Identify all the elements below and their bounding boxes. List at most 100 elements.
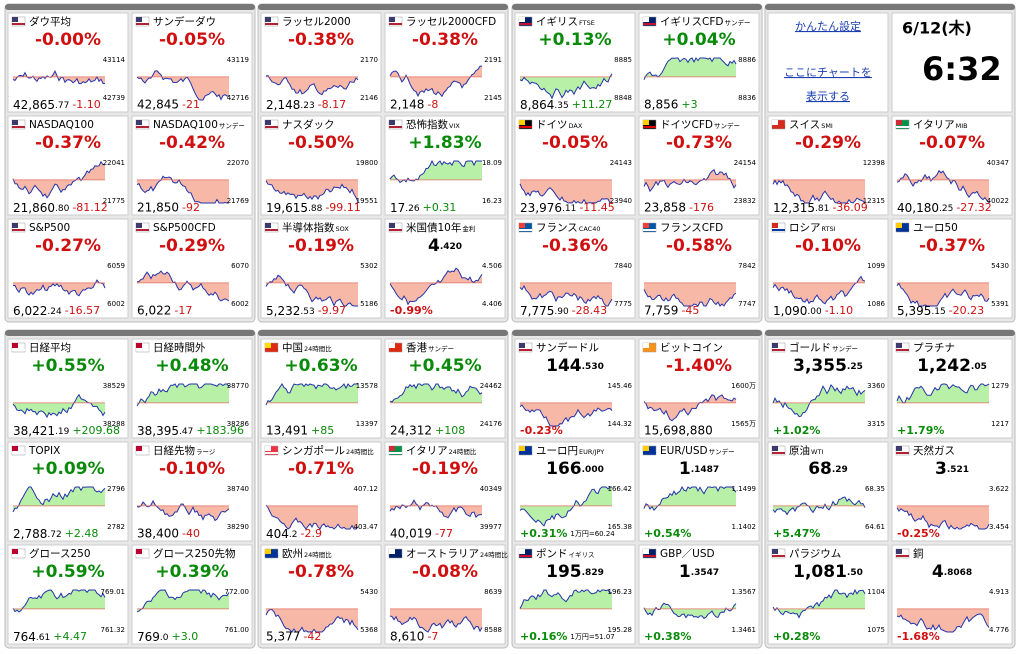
chart-link[interactable]: ここにチャートを: [784, 66, 872, 79]
quote-tile: イタリア 24時間比 -0.19%40349 39977 40,019 -77: [384, 441, 506, 542]
tile-bg: [514, 441, 636, 542]
chart-link[interactable]: 表示する: [806, 89, 850, 103]
headline: 1,081.50: [793, 562, 863, 582]
high-label: 407.12: [354, 485, 379, 493]
change: +85: [311, 424, 334, 437]
bottom-value: +1.79%: [897, 424, 944, 437]
change: -20.23: [949, 304, 984, 317]
high-label: 8639: [484, 588, 502, 596]
low-label: 23940: [610, 197, 632, 205]
sparkline: [896, 383, 990, 404]
tile-name: プラチナ: [913, 342, 955, 354]
headline: -0.50%: [288, 133, 354, 153]
bottom-value: -0.25%: [897, 527, 940, 540]
tile-name: ナスダック: [282, 118, 335, 131]
headline: -0.58%: [666, 236, 732, 256]
flag-mark: [136, 223, 142, 228]
bottom-value: +0.54%: [644, 527, 691, 540]
sparkline-fill: [137, 384, 229, 406]
sparkline: [265, 180, 359, 203]
headline: 144.530: [546, 356, 604, 376]
quote-tile: プラチナ 1,242.05 1279 1217 +1.79%: [891, 338, 1013, 439]
sparkline: [389, 267, 483, 306]
high-label: 24143: [610, 159, 632, 167]
flag-stripe: [643, 452, 656, 454]
headline: 68.29: [808, 459, 848, 479]
change: +3: [681, 98, 697, 111]
tile-tag: SMI: [821, 122, 833, 130]
flag-stripe: [136, 349, 149, 351]
change: -2.9: [301, 527, 322, 540]
sparkline: [136, 270, 230, 302]
high-label: 22070: [227, 159, 249, 167]
headline: -0.38%: [288, 30, 354, 50]
settings-link[interactable]: かんたん設定: [795, 19, 861, 33]
quote-tile: 銅 4.8068 4.913 4.776 -1.68%: [891, 544, 1013, 645]
sparkline-fill: [390, 161, 482, 183]
low-label: 4.406: [482, 300, 503, 308]
bottom-value: 21,850: [137, 201, 179, 215]
flag-mark: [136, 549, 142, 554]
headline: 1,242.05: [917, 356, 987, 376]
bottom-value: 764.61: [13, 630, 50, 644]
bottom-value: 8,856: [644, 98, 678, 112]
tile-name: シンガポール: [282, 445, 345, 457]
tile-bg: [891, 115, 1013, 216]
tile-bg: [7, 218, 129, 319]
sparkline: [772, 383, 866, 418]
headline: 4.8068: [932, 562, 972, 582]
quote-tile: NASDAQ100 サンデー -0.42%22070 21769 21,850 -92: [131, 115, 253, 216]
high-label: 38740: [227, 485, 249, 493]
tile-name: S&P500CFD: [153, 222, 216, 234]
flag-stripe: [519, 452, 532, 454]
bottom-value: 7,775.90: [520, 304, 569, 318]
sparkline-fill: [773, 179, 865, 203]
sparkline: [136, 589, 230, 613]
tile-name: グロース250先物: [153, 547, 236, 560]
low-label: 12315: [863, 197, 885, 205]
tile-tag: FTSE: [579, 19, 595, 27]
flag-mark: [136, 120, 142, 125]
sparkline: [643, 602, 737, 620]
bottom-value: 40,019: [390, 527, 432, 541]
tile-bg: [514, 218, 636, 319]
high-label: 4.506: [482, 262, 503, 270]
sparkline-fill: [520, 73, 612, 99]
change: -16.57: [65, 304, 100, 317]
sparkline: [136, 499, 230, 522]
change: -28.43: [572, 304, 607, 317]
sparkline: [643, 57, 737, 80]
flag-mark: [136, 17, 142, 22]
sparkline-fill: [897, 505, 989, 529]
tile-bg: [131, 12, 253, 113]
sparkline: [12, 160, 106, 199]
high-label: 3.622: [989, 485, 1009, 493]
bottom-value: 40,180.25: [897, 201, 953, 215]
flag-mark: [772, 446, 778, 451]
sparkline: [772, 275, 866, 305]
tile-name: ポンド: [536, 548, 568, 560]
flag-stripe: [389, 555, 402, 557]
tile-name: スイス: [789, 119, 820, 131]
change: +0.31: [423, 201, 457, 214]
flag-mark: [519, 343, 525, 348]
flag-stripe: [519, 126, 532, 128]
flag-stripe: [643, 126, 656, 128]
bottom-value: 2,148.23: [266, 98, 315, 112]
tile-tag: サンデー: [714, 121, 740, 130]
clock-time: 6:32: [922, 50, 1002, 88]
tile-tag: CAC40: [579, 225, 601, 233]
quote-tile: 日経平均 +0.55% 38529 38288 38,421.19 +209.68: [7, 338, 129, 439]
sparkline: [519, 183, 612, 204]
sparkline: [389, 615, 483, 633]
change: -77: [435, 527, 453, 540]
tile-tag: 24時間比: [304, 550, 332, 559]
sparkline: [12, 279, 106, 297]
tile-name: S&P500: [29, 222, 70, 234]
low-label: 7775: [614, 300, 632, 308]
sparkline-fill: [644, 394, 736, 421]
flag-mark: [519, 223, 525, 228]
tile-name: NASDAQ100: [153, 119, 218, 131]
sparkline: [896, 282, 990, 307]
tile-bg: [131, 115, 253, 216]
